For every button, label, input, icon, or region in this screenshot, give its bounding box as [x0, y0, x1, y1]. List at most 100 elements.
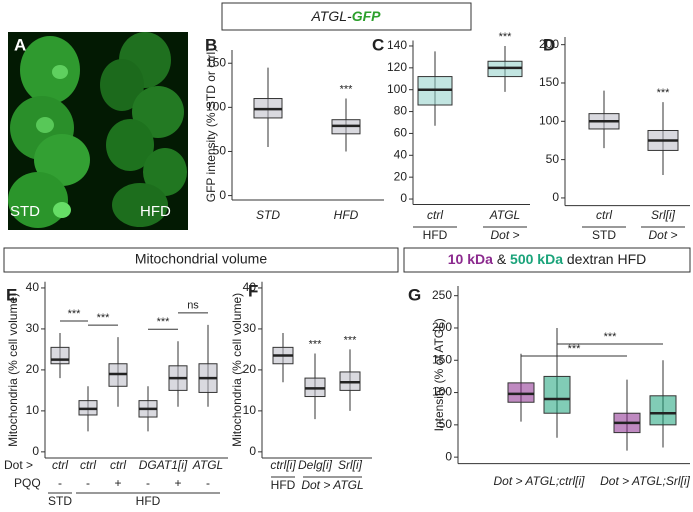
y-axis-label: Intensity (% of ATGL): [432, 318, 446, 431]
x-tick-label: ctrl: [80, 458, 96, 472]
panel-letter: E: [6, 285, 17, 304]
pqq-sign: -: [58, 476, 62, 490]
header-part: ATGL-: [311, 8, 353, 24]
y-tick-label: 0: [219, 188, 226, 202]
header-title: Mitochondrial volume: [135, 251, 267, 267]
pqq-sign: +: [174, 476, 181, 490]
group-label: STD: [48, 494, 72, 508]
x-tick-label: Srl[i]: [338, 458, 363, 472]
y-tick-label: 0: [445, 449, 452, 463]
y-tick-label: 120: [387, 60, 407, 74]
panel-letter: D: [543, 35, 555, 54]
x-tick-label: STD: [256, 208, 280, 222]
x-tick-label: ctrl: [52, 458, 68, 472]
x-tick-label: ATGL: [489, 208, 520, 222]
header-title: 10 kDa & 500 kDa dextran HFD: [448, 251, 646, 267]
y-tick-label: 0: [552, 190, 559, 204]
significance: ***: [157, 316, 171, 328]
panel-letter: B: [205, 35, 217, 54]
box: [507, 382, 535, 403]
y-tick-label: 0: [32, 444, 39, 458]
y-tick-label: 200: [539, 37, 559, 51]
y-tick-label: 0: [249, 444, 256, 458]
y-tick-label: 40: [243, 280, 257, 294]
y-tick-label: 50: [213, 144, 227, 158]
significance: ***: [68, 308, 82, 320]
y-tick-label: 10: [26, 403, 40, 417]
box: [649, 395, 677, 426]
significance: ***: [309, 338, 323, 350]
y-tick-label: 50: [439, 417, 453, 431]
y-tick-label: 250: [432, 288, 452, 302]
x-tick-label: Dot > ATGL;ctrl[i]: [493, 474, 585, 488]
y-tick-label: 0: [400, 191, 407, 205]
sublabel: Dot >: [490, 228, 519, 242]
y-tick-label: 80: [394, 104, 408, 118]
sublabel: Dot >: [648, 228, 677, 242]
y-tick-label: 100: [387, 82, 407, 96]
significance: ***: [657, 87, 671, 99]
y-tick-label: 40: [394, 147, 408, 161]
row-prefix: Dot >: [4, 458, 33, 472]
header-part: 500 kDa: [510, 251, 563, 267]
y-tick-label: 150: [206, 55, 226, 69]
x-tick-label: Srl[i]: [651, 208, 676, 222]
x-tick-label: Dot > ATGL;Srl[i]: [600, 474, 690, 488]
y-tick-label: 100: [539, 113, 559, 127]
header-box: [3, 247, 399, 273]
significance: ***: [568, 343, 582, 355]
significance: ***: [604, 331, 618, 343]
header-part: GFP: [352, 8, 381, 24]
panel-letter: G: [408, 285, 421, 304]
x-tick-label: DGAT1[i]: [139, 458, 188, 472]
y-tick-label: 140: [387, 38, 407, 52]
image-label: HFD: [140, 203, 171, 220]
x-tick-label: ctrl[i]: [270, 458, 296, 472]
y-tick-label: 150: [539, 75, 559, 89]
y-tick-label: 60: [394, 126, 408, 140]
pqq-sign: +: [114, 476, 121, 490]
y-tick-label: 20: [26, 362, 40, 376]
x-tick-label: ctrl: [596, 208, 612, 222]
significance: ns: [187, 300, 199, 312]
sublabel: HFD: [423, 228, 448, 242]
y-tick-label: 30: [26, 321, 40, 335]
row-label: PQQ: [14, 476, 41, 490]
x-tick-label: Delg[i]: [298, 458, 333, 472]
image-label: STD: [10, 203, 40, 220]
group-label: Dot > ATGL: [301, 478, 363, 492]
y-tick-label: 100: [432, 385, 452, 399]
x-tick-label: ctrl: [110, 458, 126, 472]
y-axis-label: Mitochondria (% cell volume): [230, 293, 244, 447]
significance: ***: [499, 31, 513, 43]
y-tick-label: 50: [546, 152, 560, 166]
y-tick-label: 150: [432, 352, 452, 366]
header-part: 10 kDa: [448, 251, 493, 267]
y-tick-label: 20: [243, 362, 257, 376]
panel-letter: A: [14, 35, 26, 54]
y-tick-label: 100: [206, 100, 226, 114]
panel-letter: C: [372, 35, 384, 54]
y-axis-label: GFP intensity (% STD or ctrl): [204, 48, 218, 202]
panel-letter: F: [248, 281, 258, 300]
y-tick-label: 20: [394, 169, 408, 183]
box: [543, 375, 571, 414]
y-tick-label: 40: [26, 280, 40, 294]
significance: ***: [344, 334, 358, 346]
x-tick-label: ctrl: [427, 208, 443, 222]
micrograph: A STD HFD: [8, 32, 188, 230]
header-box: [403, 247, 691, 273]
y-tick-label: 30: [243, 321, 257, 335]
box: [50, 346, 70, 365]
header-part: &: [497, 251, 507, 267]
pqq-sign: -: [86, 476, 90, 490]
significance: ***: [340, 83, 354, 95]
group-label: HFD: [136, 494, 161, 508]
x-tick-label: ATGL: [192, 458, 223, 472]
pqq-sign: -: [146, 476, 150, 490]
header-part: dextran HFD: [567, 251, 646, 267]
x-tick-label: HFD: [334, 208, 359, 222]
sublabel: STD: [592, 228, 616, 242]
y-tick-label: 200: [432, 320, 452, 334]
